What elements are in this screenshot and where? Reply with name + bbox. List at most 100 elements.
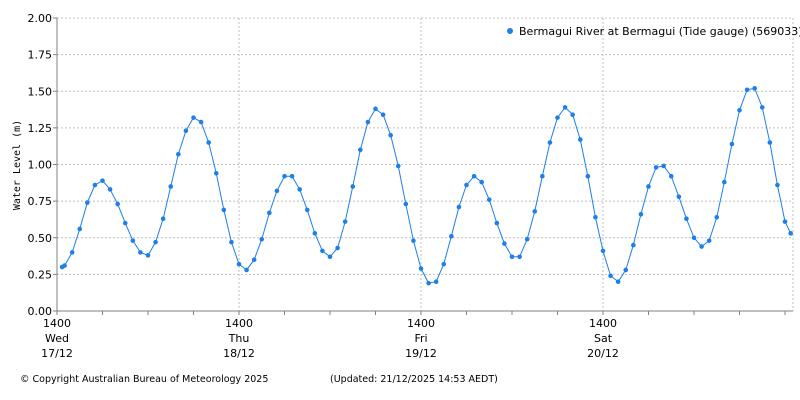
data-point	[570, 112, 575, 117]
data-point	[327, 254, 333, 260]
updated-text: (Updated: 21/12/2025 14:53 AEDT)	[330, 374, 498, 385]
data-point	[524, 236, 530, 242]
data-point	[183, 128, 189, 134]
data-point	[267, 210, 272, 216]
data-point	[767, 140, 773, 145]
data-point	[365, 119, 371, 125]
data-point	[191, 115, 196, 120]
data-point	[320, 248, 325, 254]
data-point	[100, 178, 105, 183]
y-tick-label: 0.75	[28, 195, 53, 208]
x-tick-label: 1400	[43, 317, 71, 330]
data-point	[69, 250, 75, 255]
data-point	[213, 170, 219, 176]
data-point	[479, 179, 484, 185]
data-point	[676, 194, 682, 200]
data-point	[403, 201, 409, 207]
data-point	[282, 173, 287, 179]
data-point	[373, 106, 378, 112]
data-point	[388, 132, 393, 138]
data-point	[441, 261, 447, 267]
data-point	[623, 267, 629, 273]
data-point	[691, 235, 697, 241]
y-tick-label: 0.50	[28, 232, 53, 245]
data-point	[540, 173, 545, 179]
data-point	[532, 209, 538, 214]
data-point	[494, 220, 500, 226]
data-point	[577, 137, 583, 142]
y-tick-label: 0.00	[28, 305, 53, 318]
data-point	[668, 173, 674, 179]
series-water-level	[59, 86, 793, 286]
legend-marker	[507, 28, 513, 34]
data-point	[775, 182, 780, 188]
data-point	[259, 236, 265, 242]
x-tick-label: Fri	[414, 332, 427, 345]
data-point	[411, 238, 416, 243]
data-point	[729, 141, 735, 147]
data-point	[380, 112, 386, 117]
y-axis-label: Water Level (m)	[12, 120, 23, 210]
x-tick-label: 1400	[589, 317, 617, 330]
data-point	[229, 239, 234, 245]
legend: Bermagui River at Bermagui (Tide gauge) …	[507, 25, 800, 38]
data-point	[631, 242, 636, 248]
x-tick-label: Thu	[228, 332, 250, 345]
data-point	[145, 253, 151, 258]
data-point	[221, 207, 227, 213]
data-point	[62, 263, 67, 268]
axes: 0.00 0.25 0.50 0.75 1.00 1.25 1.50 1.75 2.00 1400…	[28, 12, 793, 360]
data-point	[115, 201, 120, 207]
data-point	[198, 119, 204, 125]
data-point	[661, 163, 666, 169]
data-point	[585, 173, 591, 179]
data-point	[615, 279, 621, 285]
data-point	[600, 248, 606, 254]
data-point	[684, 216, 689, 222]
data-point	[206, 140, 211, 145]
x-tick-label: 1400	[225, 317, 253, 330]
data-point	[77, 226, 83, 232]
data-point	[471, 173, 477, 179]
data-point	[759, 105, 765, 110]
x-tick-label: 20/12	[587, 347, 619, 360]
data-point	[92, 182, 98, 188]
grid	[57, 17, 794, 311]
data-point	[304, 207, 310, 213]
data-point	[335, 245, 340, 251]
data-point	[562, 105, 568, 110]
data-point	[395, 163, 401, 169]
y-tick-label: 1.75	[28, 49, 53, 62]
x-tick-label: 18/12	[223, 347, 255, 360]
data-point	[153, 239, 158, 245]
data-point	[509, 254, 515, 260]
data-point	[236, 261, 242, 267]
data-point	[722, 179, 727, 185]
data-point	[752, 86, 757, 91]
data-point	[449, 233, 454, 239]
data-point	[502, 241, 507, 246]
data-point	[160, 216, 166, 222]
x-tick-label: 17/12	[41, 347, 73, 360]
data-point	[714, 214, 720, 220]
data-point	[486, 197, 492, 202]
data-point	[547, 140, 553, 145]
x-tick-label: 1400	[407, 317, 435, 330]
data-point	[433, 279, 439, 285]
data-point	[464, 182, 469, 188]
data-point	[107, 187, 113, 192]
data-point	[593, 214, 598, 220]
data-point	[699, 244, 704, 249]
y-tick-label: 2.00	[28, 12, 53, 25]
data-point	[706, 238, 712, 243]
data-point	[638, 212, 644, 217]
x-tick-label: Wed	[45, 332, 69, 345]
data-point	[342, 219, 348, 224]
x-tick-label: 19/12	[405, 347, 437, 360]
data-point	[138, 250, 143, 255]
data-point	[788, 231, 793, 236]
data-point	[176, 151, 181, 157]
data-point	[85, 200, 90, 205]
data-point	[426, 280, 431, 286]
